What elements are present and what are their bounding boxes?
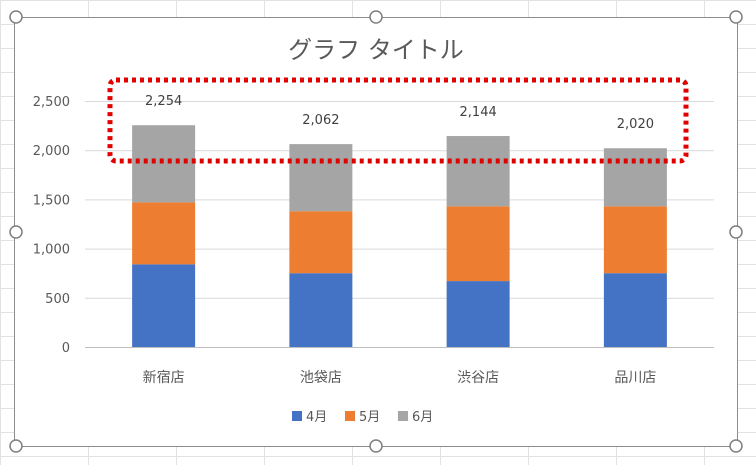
legend-swatch [292,411,302,421]
resize-handle[interactable] [729,10,743,24]
bars[interactable] [132,125,667,347]
y-tick-label: 0 [62,341,70,356]
total-label[interactable]: 2,254 [145,94,182,109]
bar-segment[interactable] [446,206,510,282]
bar-segment[interactable] [132,264,196,347]
category-label: 渋谷店 [457,370,499,386]
y-tick-label: 2,000 [33,144,70,159]
bar-segment[interactable] [289,211,353,274]
bar-segment[interactable] [446,136,510,207]
resize-handle[interactable] [9,225,23,239]
resize-handle[interactable] [369,10,383,24]
legend-label[interactable]: 4月 [306,410,327,425]
legend-swatch [398,411,408,421]
total-label[interactable]: 2,144 [460,105,497,120]
legend-swatch [345,411,355,421]
highlight-dotted-box [107,77,689,164]
bar-segment[interactable] [603,148,667,207]
resize-handle[interactable] [729,225,743,239]
resize-handle[interactable] [729,439,743,453]
chart-title[interactable]: グラフ タイトル [288,36,464,64]
bar-segment[interactable] [132,202,196,265]
bar-segment[interactable] [446,281,510,347]
resize-handle[interactable] [9,439,23,453]
bar-segment[interactable] [603,206,667,274]
category-label: 新宿店 [143,369,185,386]
total-label[interactable]: 2,062 [302,113,339,128]
bar-segment[interactable] [132,125,196,203]
y-tick-label: 1,500 [33,193,70,208]
total-label[interactable]: 2,020 [617,117,654,132]
x-axis-category-labels: 新宿店 池袋店 渋谷店 品川店 [143,369,657,386]
y-tick-label: 1,000 [33,243,70,258]
resize-handle[interactable] [9,10,23,24]
y-tick-label: 2,500 [33,95,70,110]
y-axis-tick-labels: 0 500 1,000 1,500 2,000 2,500 [33,95,70,356]
total-labels[interactable]: 2,254 2,062 2,144 2,020 [145,94,654,132]
bar-segment[interactable] [289,273,353,347]
bar-segment[interactable] [603,273,667,347]
legend[interactable]: 4月 5月 6月 [292,410,433,425]
resize-handle[interactable] [369,439,383,453]
legend-label[interactable]: 5月 [359,410,380,425]
bar-segment[interactable] [289,144,353,212]
legend-label[interactable]: 6月 [412,410,433,425]
category-label: 池袋店 [300,370,342,386]
category-label: 品川店 [614,370,656,386]
y-tick-label: 500 [45,292,70,307]
selection-handles[interactable] [9,10,743,453]
